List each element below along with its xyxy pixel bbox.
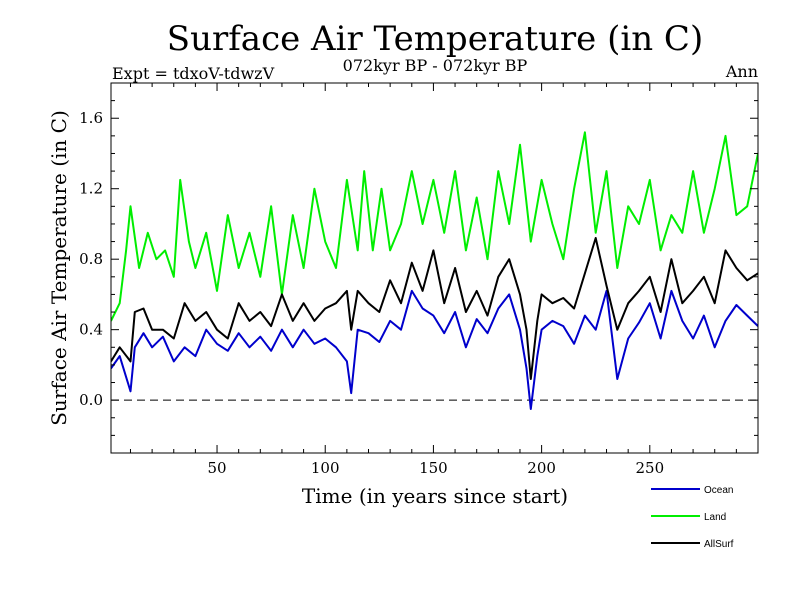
y-tick-label: 0.0: [79, 391, 103, 409]
x-tick-label: 250: [635, 459, 664, 477]
y-axis-label: Surface Air Temperature (in C): [47, 110, 71, 426]
x-tick-label: 100: [311, 459, 340, 477]
series-line-allsurf: [111, 237, 758, 380]
legend: Ocean Land AllSurf: [651, 485, 734, 550]
series-layer: [111, 131, 758, 410]
x-axis-label: Time (in years since start): [302, 484, 568, 508]
plot-frame: [110, 82, 759, 454]
legend-label-allsurf: AllSurf: [704, 539, 734, 550]
legend-label-ocean: Ocean: [704, 485, 733, 496]
series-line-land: [111, 131, 758, 322]
x-tick-label: 50: [207, 459, 226, 477]
chart-title: Surface Air Temperature (in C): [167, 19, 703, 59]
x-tick-label: 200: [527, 459, 556, 477]
ticks-layer: 50 100 150 200 250 0.0 0.4 0.8 1.2 1.6: [79, 82, 758, 477]
x-tick-label: 150: [419, 459, 448, 477]
season-label: Ann: [725, 62, 758, 81]
legend-label-land: Land: [704, 512, 726, 523]
y-tick-label: 1.6: [79, 109, 103, 127]
y-tick-label: 0.8: [79, 250, 103, 268]
series-line-ocean: [111, 289, 758, 410]
experiment-label: Expt = tdxoV-tdwzV: [112, 64, 275, 83]
y-tick-label: 0.4: [79, 321, 103, 339]
period-label: 072kyr BP - 072kyr BP: [343, 56, 528, 75]
y-tick-label: 1.2: [79, 180, 103, 198]
